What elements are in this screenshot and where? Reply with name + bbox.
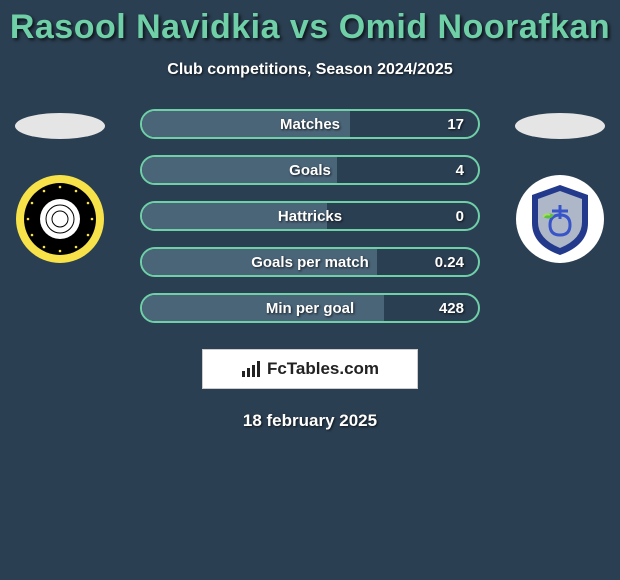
brand-chart-icon xyxy=(241,360,261,378)
club-badge-left-icon xyxy=(16,175,104,263)
page-title: Rasool Navidkia vs Omid Noorafkan xyxy=(0,0,620,47)
stat-bar: Hattricks 0 xyxy=(140,201,480,231)
stat-bar: Min per goal 428 xyxy=(140,293,480,323)
stat-bars: Matches 17 Goals 4 Hattricks 0 Goals per… xyxy=(140,109,480,323)
player-right-avatar-placeholder xyxy=(515,113,605,139)
comparison-infographic: Rasool Navidkia vs Omid Noorafkan Club c… xyxy=(0,0,620,580)
stat-bar-label: Min per goal xyxy=(266,300,354,317)
stat-bar: Matches 17 xyxy=(140,109,480,139)
stat-bar-label: Goals per match xyxy=(251,254,369,271)
brand-box: FcTables.com xyxy=(202,349,418,389)
stat-bar-value: 4 xyxy=(456,162,464,179)
player-left-column xyxy=(0,109,120,263)
club-badge-right-icon xyxy=(516,175,604,263)
stat-bar: Goals 4 xyxy=(140,155,480,185)
stat-bar-value: 428 xyxy=(439,300,464,317)
player-right-column xyxy=(500,109,620,263)
subtitle: Club competitions, Season 2024/2025 xyxy=(0,61,620,79)
stat-bar-label: Goals xyxy=(289,162,331,179)
club-badge-left xyxy=(16,175,104,263)
date-text: 18 february 2025 xyxy=(0,411,620,431)
stat-bar-value: 0 xyxy=(456,208,464,225)
stat-bar-value: 0.24 xyxy=(435,254,464,271)
stat-bar: Goals per match 0.24 xyxy=(140,247,480,277)
brand-text: FcTables.com xyxy=(267,359,379,379)
player-left-avatar-placeholder xyxy=(15,113,105,139)
stat-bar-value: 17 xyxy=(447,116,464,133)
club-badge-right xyxy=(516,175,604,263)
stat-bar-label: Hattricks xyxy=(278,208,342,225)
stat-bar-label: Matches xyxy=(280,116,340,133)
content-row: Matches 17 Goals 4 Hattricks 0 Goals per… xyxy=(0,109,620,323)
